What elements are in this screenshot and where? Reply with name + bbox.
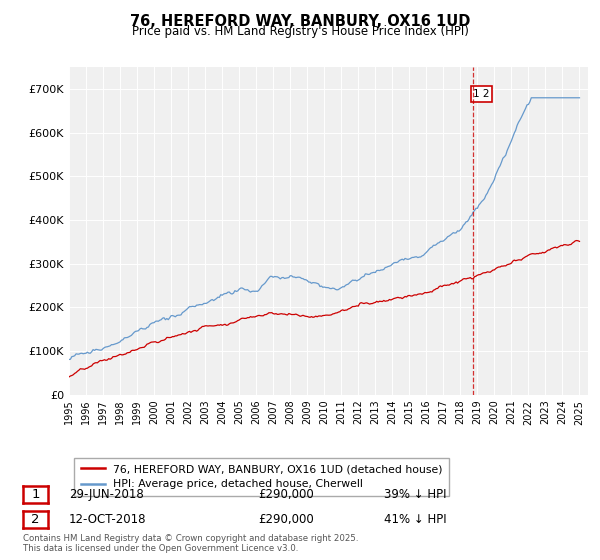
Text: 41% ↓ HPI: 41% ↓ HPI [384,513,446,526]
Text: 2: 2 [31,513,40,526]
Legend: 76, HEREFORD WAY, BANBURY, OX16 1UD (detached house), HPI: Average price, detach: 76, HEREFORD WAY, BANBURY, OX16 1UD (det… [74,458,449,496]
Text: Price paid vs. HM Land Registry's House Price Index (HPI): Price paid vs. HM Land Registry's House … [131,25,469,38]
Text: £290,000: £290,000 [258,488,314,501]
Text: 29-JUN-2018: 29-JUN-2018 [69,488,144,501]
Text: 1 2: 1 2 [473,89,490,99]
Text: 12-OCT-2018: 12-OCT-2018 [69,513,146,526]
Text: 39% ↓ HPI: 39% ↓ HPI [384,488,446,501]
Text: Contains HM Land Registry data © Crown copyright and database right 2025.
This d: Contains HM Land Registry data © Crown c… [23,534,358,553]
Text: £290,000: £290,000 [258,513,314,526]
Text: 1: 1 [31,488,40,501]
Text: 76, HEREFORD WAY, BANBURY, OX16 1UD: 76, HEREFORD WAY, BANBURY, OX16 1UD [130,14,470,29]
